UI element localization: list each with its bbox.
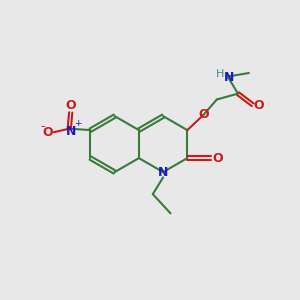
Text: O: O [42, 126, 53, 139]
Text: +: + [74, 119, 81, 128]
Text: O: O [199, 108, 209, 121]
Text: -: - [40, 120, 45, 134]
Text: H: H [216, 69, 224, 79]
Text: N: N [224, 70, 235, 84]
Text: O: O [212, 152, 223, 165]
Text: N: N [66, 124, 76, 137]
Text: N: N [158, 166, 168, 178]
Text: O: O [65, 100, 76, 112]
Text: O: O [253, 99, 264, 112]
